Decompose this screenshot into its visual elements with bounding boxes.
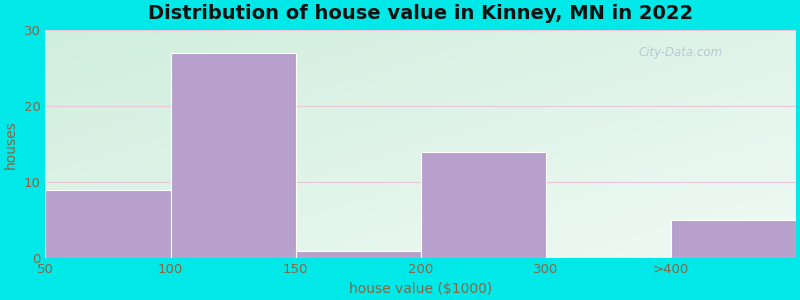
Bar: [421, 152, 546, 258]
X-axis label: house value ($1000): house value ($1000): [349, 282, 492, 296]
Bar: [295, 251, 421, 258]
Y-axis label: houses: houses: [4, 120, 18, 169]
Title: Distribution of house value in Kinney, MN in 2022: Distribution of house value in Kinney, M…: [148, 4, 694, 23]
Bar: [170, 53, 295, 258]
Bar: [46, 190, 170, 258]
Text: City-Data.com: City-Data.com: [638, 46, 722, 59]
Bar: [670, 220, 796, 258]
